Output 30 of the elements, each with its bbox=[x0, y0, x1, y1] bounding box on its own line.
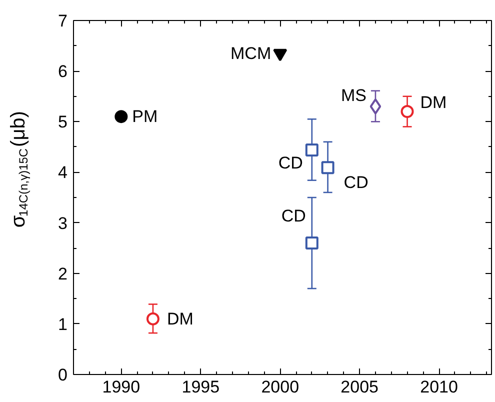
point bbox=[146, 312, 160, 326]
y-tick-label: 2 bbox=[58, 264, 68, 284]
series-label: DM bbox=[420, 93, 447, 112]
y-tick-label: 1 bbox=[58, 314, 68, 334]
x-tick-label: 2010 bbox=[420, 378, 458, 396]
point bbox=[400, 105, 414, 118]
y-tick-label: 7 bbox=[58, 12, 68, 30]
y-axis-title: σ14C(n,γ)15C(μb) bbox=[8, 110, 30, 228]
y-tick-label: 6 bbox=[58, 62, 68, 82]
point bbox=[321, 161, 334, 174]
x-tick-label: 2000 bbox=[261, 378, 300, 396]
point bbox=[305, 143, 318, 156]
y-tick-label: 0 bbox=[58, 366, 68, 384]
x-tick-label: 1990 bbox=[102, 378, 140, 396]
x-tick-label: 2005 bbox=[340, 378, 379, 396]
text: DM bbox=[166, 309, 194, 328]
point bbox=[305, 236, 318, 250]
y-tick-label: 4 bbox=[58, 163, 68, 182]
point bbox=[114, 110, 128, 124]
series-label: CD bbox=[278, 153, 303, 172]
text: CD bbox=[344, 173, 368, 192]
point bbox=[370, 98, 382, 114]
y-tick-label: 5 bbox=[58, 112, 68, 132]
legend-label: MCM bbox=[230, 44, 272, 63]
text: CD bbox=[281, 206, 306, 226]
y-tick-label: 3 bbox=[58, 214, 68, 233]
series-label: MS bbox=[340, 86, 366, 105]
x-tick-label: 1995 bbox=[182, 378, 220, 396]
series-label: PM bbox=[132, 107, 158, 126]
point bbox=[273, 48, 288, 62]
